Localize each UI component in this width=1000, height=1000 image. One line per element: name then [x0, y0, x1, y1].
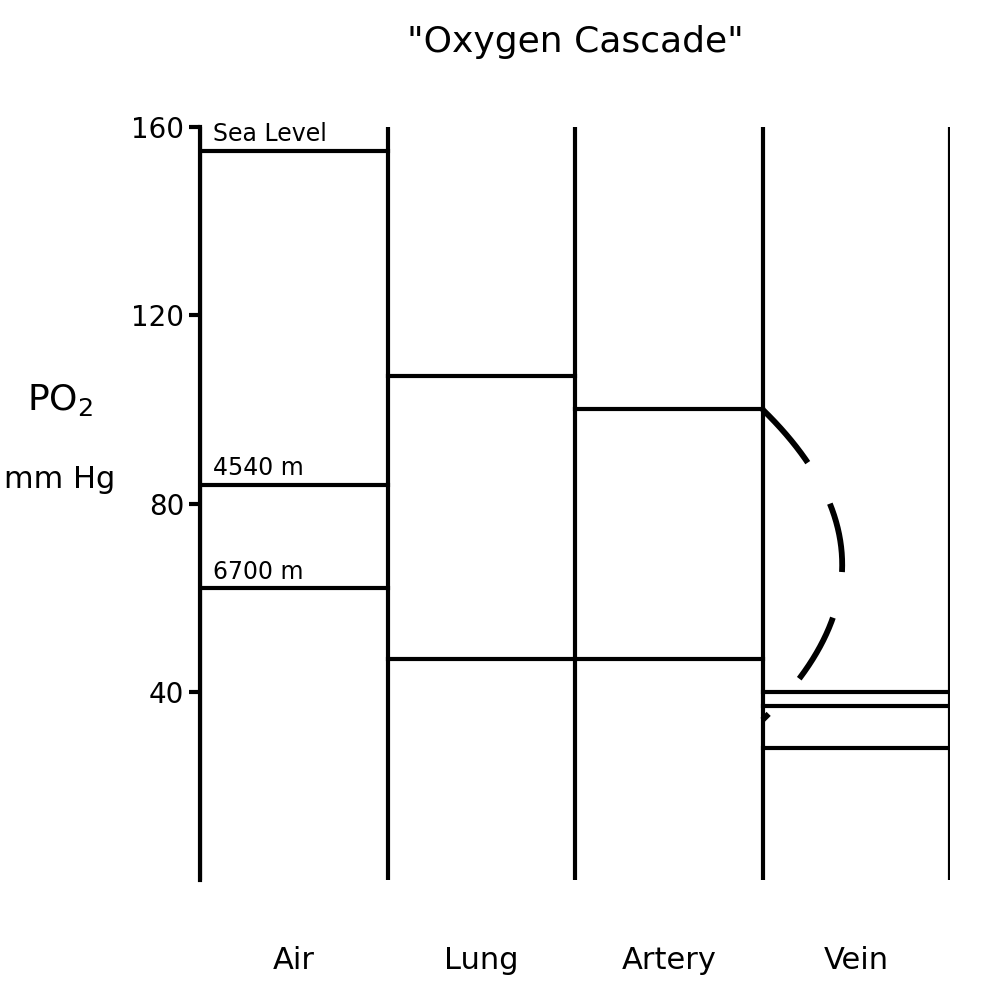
Text: Sea Level: Sea Level: [213, 122, 327, 146]
Text: Artery: Artery: [621, 946, 716, 975]
Text: PO$_2$: PO$_2$: [27, 382, 93, 418]
Text: mm Hg: mm Hg: [4, 466, 116, 494]
Title: "Oxygen Cascade": "Oxygen Cascade": [407, 25, 743, 59]
Text: 6700 m: 6700 m: [213, 560, 304, 584]
Text: Lung: Lung: [444, 946, 518, 975]
Text: Air: Air: [273, 946, 315, 975]
Text: 4540 m: 4540 m: [213, 456, 304, 480]
Text: Vein: Vein: [824, 946, 889, 975]
